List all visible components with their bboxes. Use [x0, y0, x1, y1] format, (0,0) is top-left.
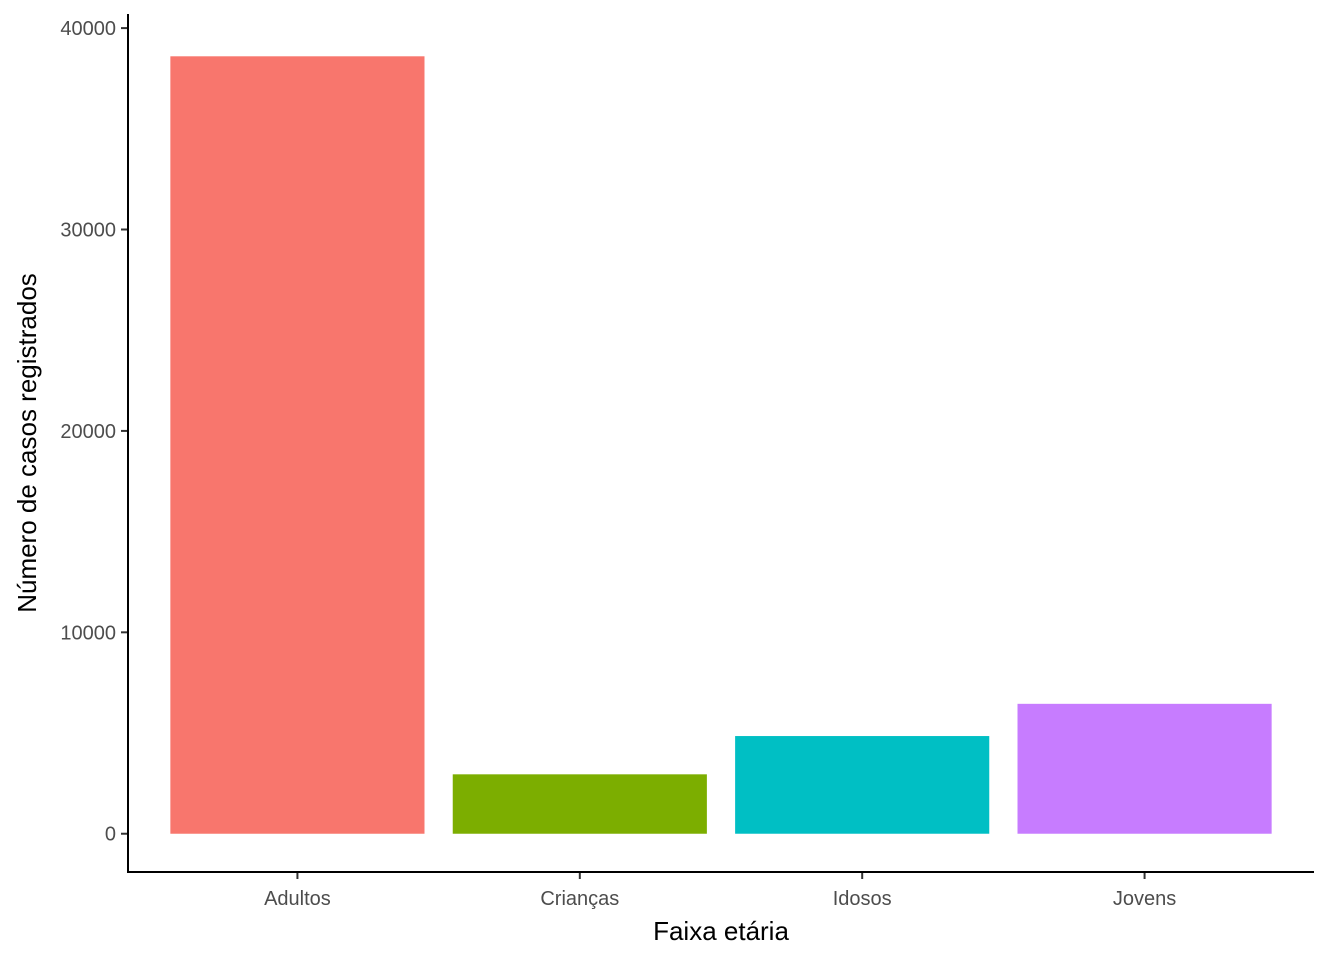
y-tick-label: 20000	[60, 421, 116, 443]
y-tick-label: 30000	[60, 220, 116, 242]
x-axis-title: Faixa etária	[653, 916, 789, 946]
bar-criancas	[452, 774, 707, 834]
bar-idosos	[735, 736, 990, 834]
bar-adultos	[170, 56, 425, 834]
y-axis-ticks: 0 10000 20000 30000 40000	[60, 18, 128, 846]
x-tick-label: Idosos	[833, 888, 892, 910]
bar-jovens	[1017, 703, 1272, 834]
y-tick-label: 0	[105, 824, 116, 846]
y-tick-label: 10000	[60, 622, 116, 644]
y-tick-label: 40000	[60, 18, 116, 40]
bars-layer	[170, 56, 1272, 834]
x-axis-ticks: Adultos Crianças Idosos Jovens	[264, 872, 1176, 910]
x-tick-label: Crianças	[540, 888, 619, 910]
x-tick-label: Jovens	[1113, 888, 1176, 910]
y-axis-title: Número de casos registrados	[12, 273, 42, 613]
x-tick-label: Adultos	[264, 888, 331, 910]
